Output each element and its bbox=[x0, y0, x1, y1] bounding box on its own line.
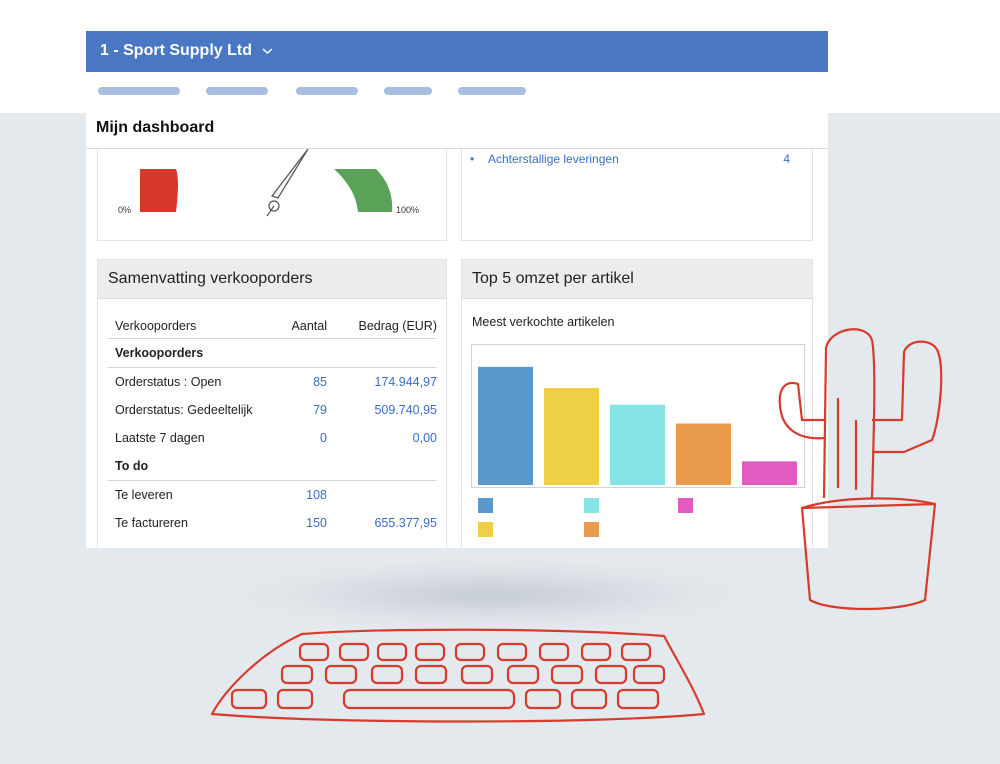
sales-summary-table: Verkooporders Aantal Bedrag (EUR) Verkoo… bbox=[107, 312, 437, 537]
gauge-max-label: 100% bbox=[396, 205, 420, 215]
count-link[interactable]: 79 bbox=[313, 403, 327, 417]
legend-swatch bbox=[478, 522, 493, 537]
amount-link[interactable]: 509.740,95 bbox=[374, 403, 437, 417]
gauge-red-segment bbox=[140, 169, 178, 212]
table-row: Orderstatus : Open 85 174.944,97 bbox=[115, 375, 437, 389]
gauge-min-label: 0% bbox=[118, 205, 132, 215]
nav-item-3[interactable] bbox=[296, 87, 358, 95]
company-name: 1 - Sport Supply Ltd bbox=[100, 42, 252, 59]
gauge-green-segment bbox=[334, 169, 393, 212]
chart-bar[interactable] bbox=[610, 404, 665, 485]
table-row: Te factureren 150 655.377,95 bbox=[115, 516, 437, 530]
link-count: 4 bbox=[783, 152, 790, 166]
legend-swatch bbox=[584, 498, 599, 513]
chart-bar[interactable] bbox=[478, 366, 533, 485]
chart-bar[interactable] bbox=[742, 461, 797, 485]
table-row: Orderstatus: Gedeeltelijk 79 509.740,95 bbox=[115, 403, 437, 417]
gauge-chart bbox=[140, 148, 393, 217]
nav-item-1[interactable] bbox=[98, 87, 180, 95]
sales-summary-panel: Samenvatting verkooporders Verkooporders… bbox=[97, 259, 447, 548]
app-window: 1 - Sport Supply Ltd Mijn dashboard bbox=[86, 31, 828, 548]
amount-link[interactable]: 655.377,95 bbox=[374, 516, 437, 530]
legend-swatch bbox=[478, 498, 493, 513]
company-selector[interactable]: 1 - Sport Supply Ltd bbox=[100, 42, 273, 60]
count-link[interactable]: 150 bbox=[306, 516, 327, 530]
count-link[interactable]: 0 bbox=[320, 431, 327, 445]
column-header: Verkooporders bbox=[115, 319, 197, 333]
chevron-down-icon bbox=[262, 48, 273, 54]
nav-item-2[interactable] bbox=[206, 87, 268, 95]
nav-item-4[interactable] bbox=[384, 87, 432, 95]
section-header: Verkooporders bbox=[107, 339, 437, 368]
desk-shadow bbox=[230, 560, 750, 630]
amount-link[interactable]: 174.944,97 bbox=[374, 375, 437, 389]
table-row: Te leveren 108 bbox=[115, 488, 327, 502]
table-header: Verkooporders Aantal Bedrag (EUR) bbox=[107, 312, 437, 339]
nav-item-5[interactable] bbox=[458, 87, 526, 95]
dashboard-bar: Mijn dashboard bbox=[86, 108, 828, 149]
top5-panel: Top 5 omzet per artikel Meest verkochte … bbox=[461, 259, 813, 548]
table-row: Laatste 7 dagen 0 0,00 bbox=[115, 431, 437, 445]
chart-bar[interactable] bbox=[544, 388, 599, 485]
panel-header: Top 5 omzet per artikel bbox=[462, 260, 812, 299]
panel-title: Top 5 omzet per artikel bbox=[472, 270, 634, 287]
chart-area bbox=[471, 344, 805, 488]
column-header: Bedrag (EUR) bbox=[358, 319, 438, 333]
bar-chart bbox=[478, 366, 797, 485]
link-label[interactable]: Achterstallige leveringen bbox=[488, 152, 619, 166]
count-link[interactable]: 85 bbox=[313, 375, 327, 389]
page-title: Mijn dashboard bbox=[96, 119, 215, 136]
dashboard-content: 0% 100% • Achterstallige leveringen 4 Sa… bbox=[86, 128, 828, 548]
chart-title: Meest verkochte artikelen bbox=[472, 315, 615, 329]
panel-header: Samenvatting verkooporders bbox=[98, 260, 446, 299]
section-header: To do bbox=[107, 452, 437, 481]
amount-link[interactable]: 0,00 bbox=[412, 431, 437, 445]
legend-swatch bbox=[584, 522, 599, 537]
chart-bar[interactable] bbox=[676, 423, 731, 485]
legend-swatch bbox=[678, 498, 693, 513]
count-link[interactable]: 108 bbox=[306, 488, 327, 502]
main-nav bbox=[86, 72, 828, 109]
panel-title: Samenvatting verkooporders bbox=[108, 270, 313, 287]
column-header: Aantal bbox=[291, 319, 327, 333]
top-bar: 1 - Sport Supply Ltd bbox=[86, 31, 828, 72]
gauge-needle bbox=[266, 148, 309, 217]
